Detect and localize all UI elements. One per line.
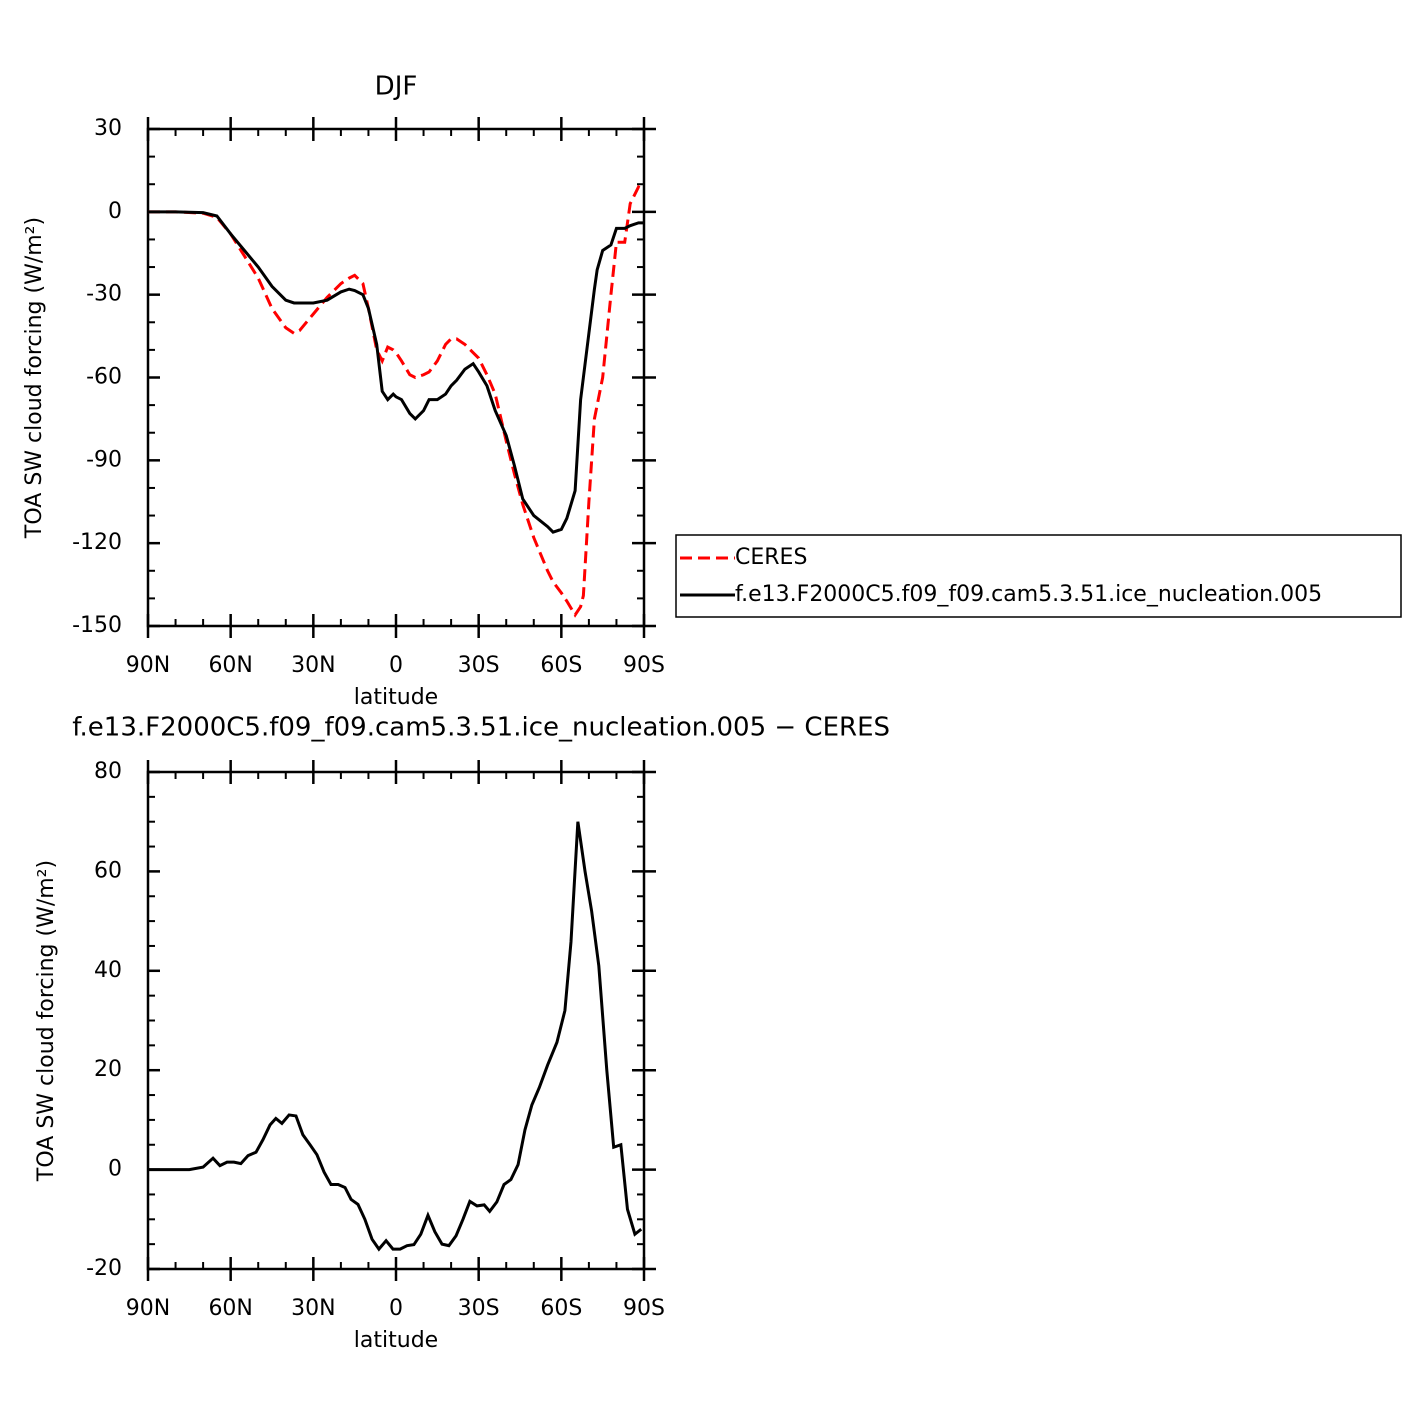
y-axis-label: TOA SW cloud forcing (W/m²) — [22, 217, 47, 539]
x-tick-label: 60N — [208, 1296, 252, 1321]
x-tick-label: 0 — [389, 653, 403, 678]
x-tick-label: 30N — [291, 653, 335, 678]
legend-label: CERES — [735, 545, 807, 570]
x-tick-label: 0 — [389, 1296, 403, 1321]
x-tick-label: 30N — [291, 1296, 335, 1321]
plot-frame — [146, 127, 646, 628]
y-tick-label: -120 — [72, 530, 122, 555]
x-tick-label: 90S — [623, 653, 665, 678]
x-tick-label: 60S — [540, 1296, 582, 1321]
y-tick-label: -20 — [86, 1256, 122, 1281]
y-tick-label: 60 — [94, 858, 122, 883]
legend-box — [675, 534, 1402, 618]
x-axis-label: latitude — [354, 685, 438, 710]
chart-title: DJF — [375, 72, 418, 102]
x-tick-label: 30S — [458, 653, 500, 678]
x-tick-label: 90N — [126, 1296, 170, 1321]
y-tick-label: -90 — [86, 447, 122, 472]
y-tick-label: 80 — [94, 759, 122, 784]
x-axis-label: latitude — [354, 1328, 438, 1353]
y-tick-label: -150 — [72, 613, 122, 638]
chart-title: f.e13.F2000C5.f09_f09.cam5.3.51.ice_nucl… — [72, 713, 890, 743]
y-tick-label: 20 — [94, 1057, 122, 1082]
y-axis-label: TOA SW cloud forcing (W/m²) — [34, 860, 59, 1182]
y-tick-label: 30 — [94, 116, 122, 141]
data-line — [148, 210, 644, 534]
x-tick-label: 60S — [540, 653, 582, 678]
y-tick-label: -60 — [86, 365, 122, 390]
data-line — [148, 821, 643, 1252]
data-line — [148, 184, 645, 618]
legend-label: f.e13.F2000C5.f09_f09.cam5.3.51.ice_nucl… — [735, 582, 1322, 607]
x-tick-label: 30S — [458, 1296, 500, 1321]
x-tick-label: 60N — [208, 653, 252, 678]
y-tick-label: 0 — [108, 1157, 122, 1182]
x-tick-label: 90N — [126, 653, 170, 678]
y-tick-label: 0 — [108, 199, 122, 224]
plot-frame — [146, 770, 646, 1271]
y-tick-label: -30 — [86, 282, 122, 307]
y-tick-label: 40 — [94, 958, 122, 983]
x-tick-label: 90S — [623, 1296, 665, 1321]
